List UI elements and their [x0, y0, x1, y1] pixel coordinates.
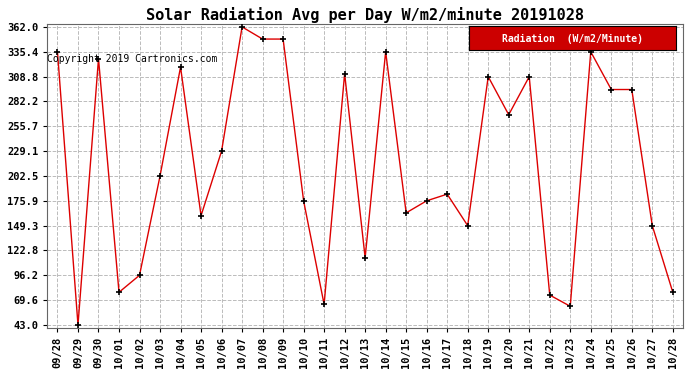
Text: Copyright 2019 Cartronics.com: Copyright 2019 Cartronics.com: [47, 54, 217, 64]
Title: Solar Radiation Avg per Day W/m2/minute 20191028: Solar Radiation Avg per Day W/m2/minute …: [146, 7, 584, 23]
Text: Radiation  (W/m2/Minute): Radiation (W/m2/Minute): [502, 34, 643, 44]
